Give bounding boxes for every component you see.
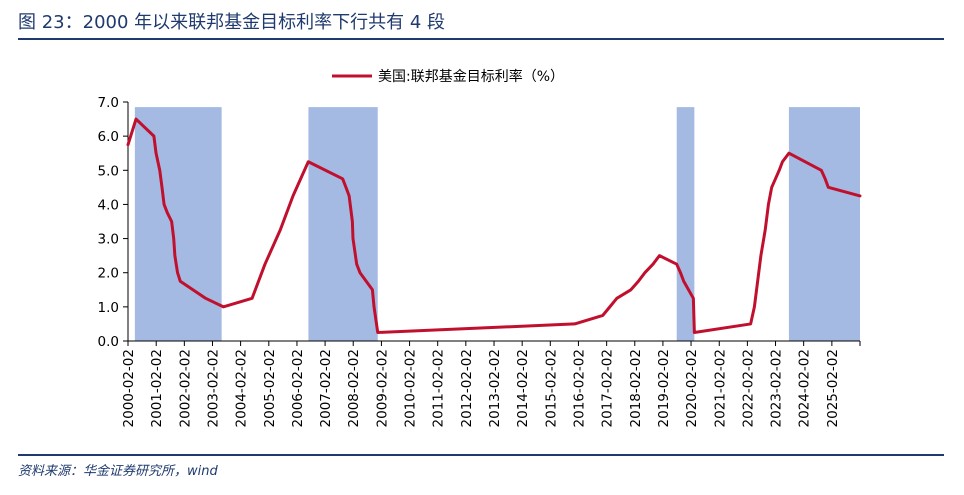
legend: 美国:联邦基金目标利率（%） [332, 68, 564, 85]
x-tick-label: 2021-02-02 [712, 349, 728, 427]
x-tick-label: 2007-02-02 [318, 349, 334, 427]
title-rule [18, 38, 944, 40]
shaded-period-1 [134, 107, 222, 341]
x-tick-label: 2011-02-02 [431, 349, 447, 427]
x-tick-label: 2003-02-02 [205, 349, 221, 427]
shaded-period-4 [788, 107, 860, 341]
y-tick-label: 4.0 [98, 197, 119, 213]
y-tick-label: 5.0 [98, 163, 119, 179]
y-tick-label: 3.0 [98, 232, 119, 248]
y-tick-label: 6.0 [98, 129, 119, 145]
x-tick-label: 2025-02-02 [825, 349, 841, 427]
shaded-period-3 [676, 107, 695, 341]
series-lines [126, 117, 862, 334]
x-tick-label: 2000-02-02 [121, 349, 137, 427]
x-tick-label: 2016-02-02 [571, 349, 587, 427]
x-tick-label: 2017-02-02 [600, 349, 616, 427]
x-tick-label: 2023-02-02 [769, 349, 785, 427]
x-tick-label: 2004-02-02 [234, 349, 250, 427]
x-axis: 2000-02-02 2001-02-02 2002-02-02 2003-02-02… [121, 340, 861, 427]
x-tick-label: 2013-02-02 [487, 349, 503, 427]
y-tick-label: 7.0 [98, 95, 119, 111]
x-tick-label: 2005-02-02 [262, 349, 278, 427]
x-tick-label: 2009-02-02 [374, 349, 390, 427]
x-tick-label: 2001-02-02 [149, 349, 165, 427]
fed-rate-chart: 0.0 1.0 2.0 3.0 4.0 5.0 6.0 7.0 2000-02-02 2001-… [98, 68, 862, 427]
x-tick-label: 2020-02-02 [684, 349, 700, 427]
x-tick-label: 2019-02-02 [656, 349, 672, 427]
x-tick-label: 2012-02-02 [459, 349, 475, 427]
x-tick-label: 2008-02-02 [346, 349, 362, 427]
x-tick-label: 2018-02-02 [628, 349, 644, 427]
x-tick-label: 2015-02-02 [543, 349, 559, 427]
figure-title: 图 23：2000 年以来联邦基金目标利率下行共有 4 段 [18, 12, 446, 33]
x-tick-label: 2002-02-02 [177, 349, 193, 427]
shaded-period-2 [308, 107, 378, 341]
shaded-periods [134, 107, 860, 341]
y-tick-label: 2.0 [98, 266, 119, 282]
y-tick-label: 1.0 [98, 300, 119, 316]
legend-label: 美国:联邦基金目标利率（%） [378, 68, 564, 85]
y-tick-label: 0.0 [98, 334, 119, 350]
series-line-1 [126, 117, 862, 334]
y-axis: 0.0 1.0 2.0 3.0 4.0 5.0 6.0 7.0 [98, 95, 129, 350]
x-tick-label: 2022-02-02 [740, 349, 756, 427]
source-note: 资料来源：华金证券研究所，wind [18, 464, 218, 479]
x-tick-label: 2010-02-02 [403, 349, 419, 427]
x-tick-label: 2014-02-02 [515, 349, 531, 427]
x-tick-label: 2006-02-02 [290, 349, 306, 427]
source-rule [18, 454, 944, 456]
x-tick-label: 2024-02-02 [797, 349, 813, 427]
